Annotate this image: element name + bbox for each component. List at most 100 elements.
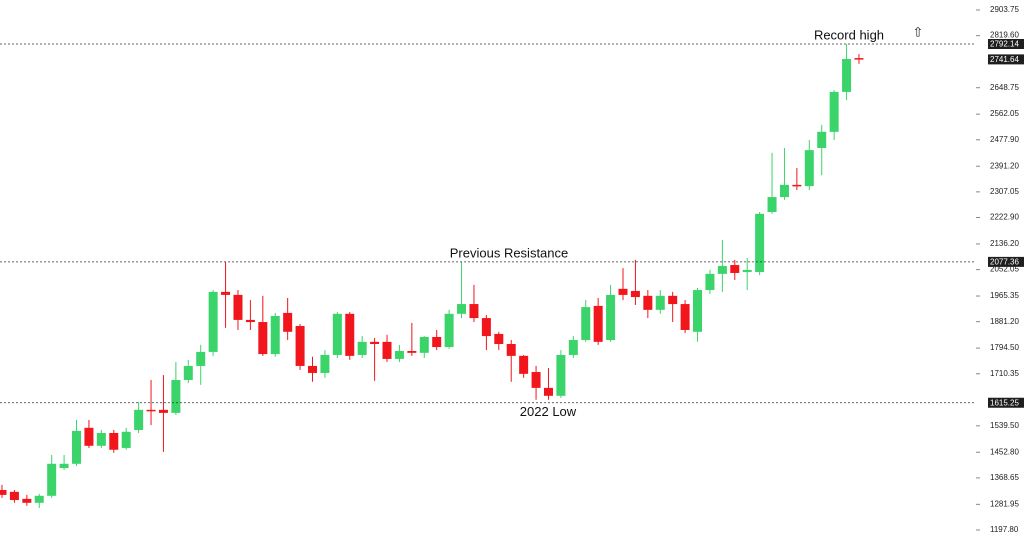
candle-body: [593, 305, 603, 342]
candle-body: [693, 290, 703, 332]
candle-body: [643, 295, 653, 310]
candle-body: [208, 291, 218, 352]
candle-body: [146, 409, 156, 412]
level-price-box: [988, 39, 1024, 50]
candle-body: [283, 312, 293, 332]
candle-body: [345, 313, 355, 356]
candle-body: [618, 288, 628, 295]
candle-body: [792, 184, 802, 187]
candle-body: [668, 295, 678, 305]
y-tick-label: 2477.90: [990, 135, 1019, 144]
candle-body: [568, 340, 578, 355]
y-tick-label: 1794.50: [990, 343, 1019, 352]
level-price-label: 1615.25: [990, 398, 1019, 407]
candle-body: [59, 463, 69, 469]
candle-body: [829, 91, 839, 132]
candle-body: [158, 409, 168, 413]
last-price-label: 2741.64: [990, 55, 1019, 64]
candle-body: [233, 294, 243, 320]
candle-body: [320, 354, 330, 373]
candle-body: [221, 291, 231, 295]
candle-body: [382, 341, 392, 359]
candle-body: [270, 315, 280, 355]
y-tick-label: 1368.65: [990, 473, 1019, 482]
y-tick-label: 2819.60: [990, 31, 1019, 40]
last-price-box: [988, 54, 1024, 65]
level-price-label: 2792.14: [990, 40, 1019, 49]
y-tick-label: 1197.80: [990, 525, 1019, 534]
candle-body: [407, 351, 417, 353]
candle-body: [196, 351, 206, 366]
y-tick-label: 2222.90: [990, 213, 1019, 222]
y-tick-label: 2562.05: [990, 109, 1019, 118]
candle-body: [469, 304, 479, 319]
candle-body: [581, 307, 591, 341]
y-tick-label: 1539.50: [990, 421, 1019, 430]
y-tick-label: 1281.95: [990, 499, 1019, 508]
candle-body: [531, 372, 541, 388]
candle-body: [556, 354, 566, 396]
candle-body: [655, 295, 665, 310]
candle-body: [96, 432, 106, 446]
candle-body: [394, 351, 404, 359]
candle-body: [779, 184, 789, 198]
level-price-box: [988, 397, 1024, 408]
candle-body: [357, 341, 367, 355]
candle-body: [606, 294, 616, 341]
candle-body: [171, 379, 181, 413]
candle-body: [717, 265, 727, 274]
candle-body: [332, 313, 342, 355]
level-annotation: 2022 Low: [520, 404, 577, 419]
candle-body: [457, 304, 467, 314]
candle-body: [494, 333, 504, 344]
candle-body: [519, 355, 529, 374]
candle-body: [506, 343, 516, 356]
candle-body: [0, 489, 7, 495]
candle-body: [705, 273, 715, 291]
candle-body: [22, 498, 32, 503]
candle-body: [730, 265, 740, 273]
candle-body: [444, 313, 454, 348]
y-tick-label: 2136.20: [990, 239, 1019, 248]
candle-body: [295, 326, 305, 366]
candle-body: [308, 365, 317, 373]
candle-body: [680, 304, 690, 330]
candle-body: [767, 197, 777, 213]
candle-body: [755, 213, 765, 273]
y-tick-label: 2052.05: [990, 265, 1019, 274]
y-tick-label: 2391.20: [990, 161, 1019, 170]
candle-body: [109, 432, 119, 450]
candle-body: [84, 427, 94, 446]
candle-body: [817, 131, 827, 148]
candle-body: [432, 336, 442, 348]
candle-body: [804, 150, 814, 187]
candle-body: [183, 365, 193, 380]
candle-body: [543, 387, 553, 396]
candle-body: [742, 269, 752, 273]
candle-body: [121, 431, 131, 448]
candle-body: [9, 491, 19, 501]
candle-body: [72, 430, 82, 464]
y-tick-label: 2648.75: [990, 83, 1019, 92]
y-tick-label: 1965.35: [990, 291, 1019, 300]
candle-body: [419, 336, 429, 353]
candle-body: [258, 322, 268, 355]
candle-body: [630, 290, 640, 298]
candle-body: [842, 58, 852, 92]
y-tick-label: 1452.80: [990, 447, 1019, 456]
y-tick-label: 2307.05: [990, 187, 1019, 196]
candle-body: [854, 58, 864, 60]
candle-body: [34, 495, 44, 503]
candle-body: [47, 463, 57, 496]
candle-body: [481, 318, 491, 337]
level-price-box: [988, 256, 1024, 267]
y-tick-label: 2903.75: [990, 5, 1019, 14]
y-tick-label: 1881.20: [990, 317, 1019, 326]
level-annotation: Record high: [814, 27, 884, 42]
y-tick-label: 1710.35: [990, 369, 1019, 378]
candle-body: [370, 341, 380, 344]
scroll-icon[interactable]: ⇧: [913, 24, 924, 39]
level-annotation: Previous Resistance: [450, 245, 569, 260]
